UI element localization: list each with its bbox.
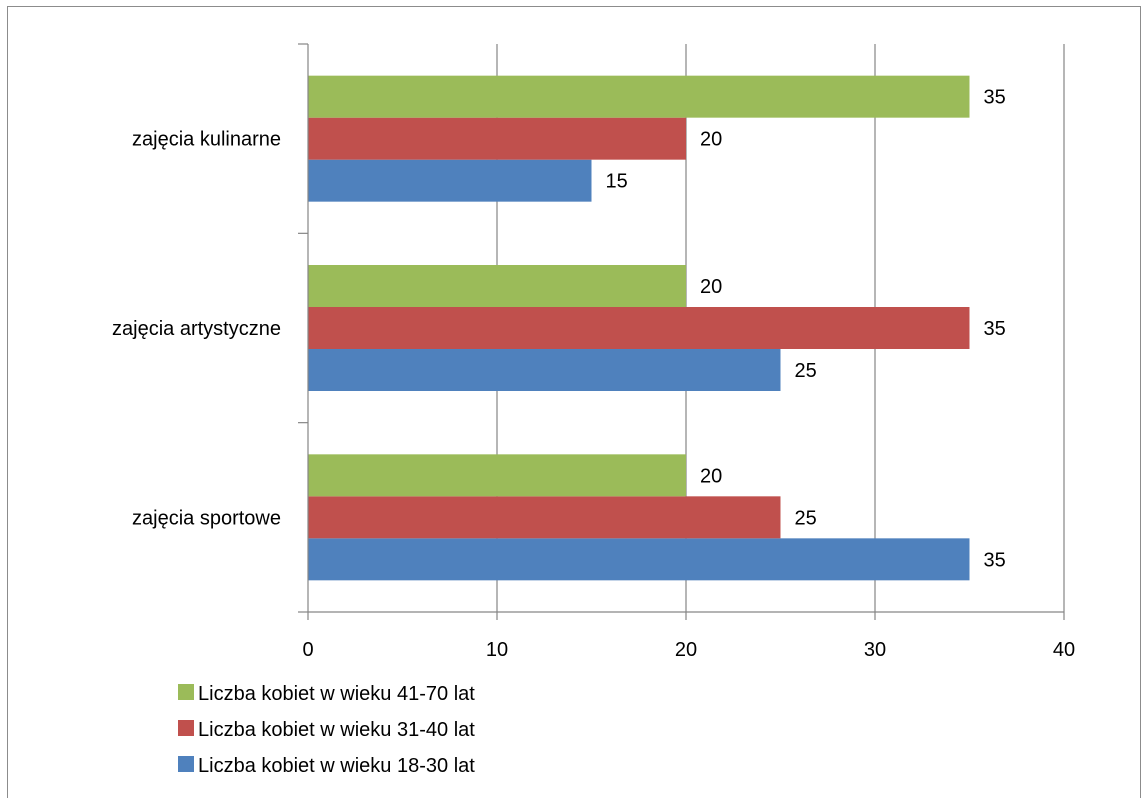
legend-swatch xyxy=(178,684,194,700)
x-tick-label: 40 xyxy=(1053,639,1075,661)
bar xyxy=(308,75,970,118)
x-tick-label: 30 xyxy=(864,639,886,661)
bar xyxy=(308,538,970,581)
legend-swatch xyxy=(178,756,194,772)
legend-label: Liczba kobiet w wieku 18-30 lat xyxy=(198,755,475,777)
data-label: 20 xyxy=(700,129,722,151)
x-tick-label: 0 xyxy=(302,639,313,661)
bar xyxy=(308,159,592,202)
x-tick-label: 20 xyxy=(675,639,697,661)
data-label: 35 xyxy=(984,87,1006,109)
data-label: 25 xyxy=(795,507,817,529)
bar xyxy=(308,307,970,349)
data-label: 35 xyxy=(984,549,1006,571)
legend-label: Liczba kobiet w wieku 31-40 lat xyxy=(198,719,475,741)
bar xyxy=(308,349,781,391)
category-label: zajęcia kulinarne xyxy=(132,129,281,151)
bar xyxy=(308,265,686,307)
category-label: zajęcia artystyczne xyxy=(112,318,281,340)
data-labels: 35 25 20 25 35 20 15 20 35 xyxy=(606,87,1006,572)
bar xyxy=(308,117,686,160)
bar xyxy=(308,454,686,497)
data-label: 25 xyxy=(795,360,817,382)
data-label: 15 xyxy=(606,171,628,193)
category-label: zajęcia sportowe xyxy=(132,507,281,529)
legend-swatch xyxy=(178,720,194,736)
data-label: 20 xyxy=(700,465,722,487)
data-label: 35 xyxy=(984,318,1006,340)
axes: zajęcia sportowe zajęcia artystyczne zajęc… xyxy=(112,43,1075,661)
bar xyxy=(308,496,781,539)
legend-label: Liczba kobiet w wieku 41-70 lat xyxy=(198,683,475,705)
data-label: 20 xyxy=(700,276,722,298)
legend: Liczba kobiet w wieku 41-70 lat Liczba ko… xyxy=(178,683,475,777)
x-tick-label: 10 xyxy=(486,639,508,661)
bars xyxy=(308,75,970,581)
